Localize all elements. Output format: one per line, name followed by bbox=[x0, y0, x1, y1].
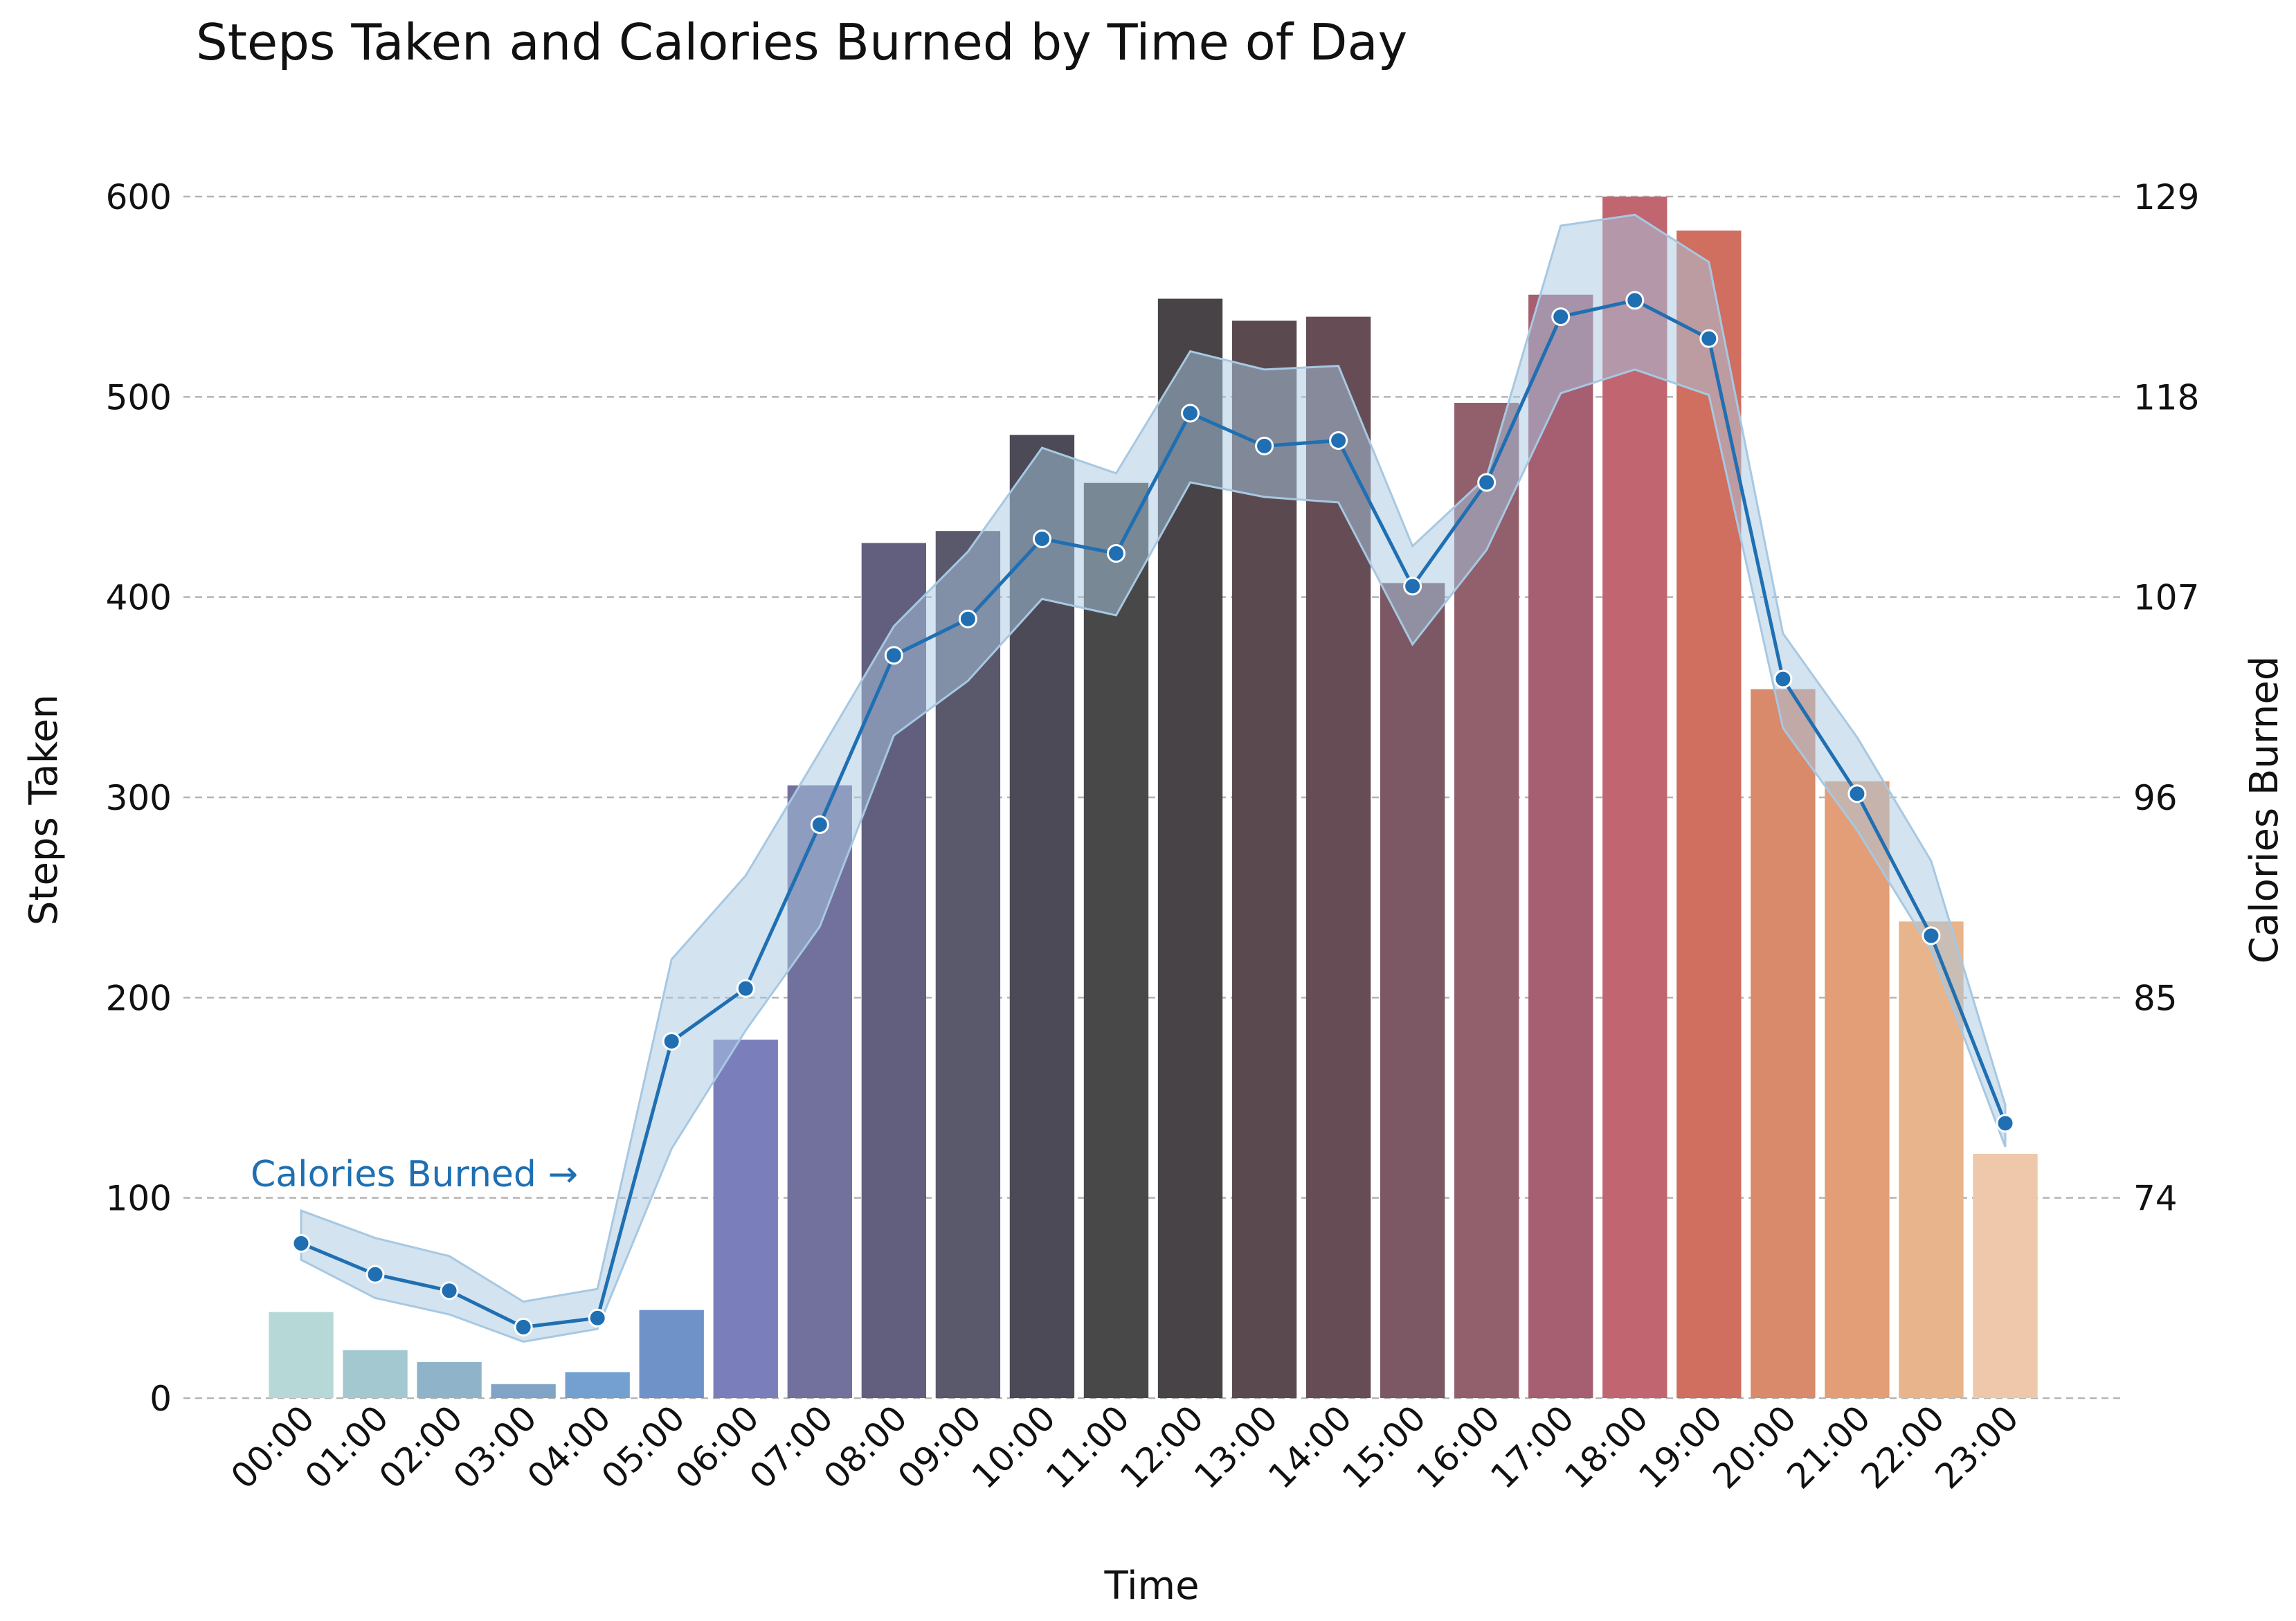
chart-title: Steps Taken and Calories Burned by Time … bbox=[196, 13, 1407, 71]
x-tick-label: 05:00 bbox=[594, 1397, 693, 1496]
calories-point-2100 bbox=[1847, 784, 1867, 804]
x-tick-label: 17:00 bbox=[1483, 1397, 1582, 1496]
calories-point-2000 bbox=[1773, 669, 1793, 689]
calories-point-0500 bbox=[662, 1031, 681, 1051]
x-tick-label: 02:00 bbox=[372, 1397, 471, 1496]
calories-point-1000 bbox=[1032, 529, 1051, 548]
x-tick-label: 22:00 bbox=[1854, 1397, 1953, 1496]
calories-point-1800 bbox=[1625, 291, 1645, 310]
bar-2300 bbox=[1973, 1154, 2038, 1398]
x-axis-ticks: 00:0001:0002:0003:0004:0005:0006:0007:00… bbox=[224, 1397, 2027, 1496]
calories-point-1900 bbox=[1699, 329, 1719, 348]
y-tick-label-left: 600 bbox=[106, 177, 172, 217]
calories-point-0000 bbox=[291, 1233, 311, 1253]
x-tick-label: 19:00 bbox=[1631, 1397, 1730, 1496]
x-tick-label: 12:00 bbox=[1112, 1397, 1211, 1496]
y-tick-label-right: 96 bbox=[2133, 778, 2178, 818]
calories-point-0900 bbox=[958, 609, 977, 628]
bar-2100 bbox=[1825, 781, 1890, 1398]
bar-1300 bbox=[1231, 320, 1297, 1398]
bar-1500 bbox=[1380, 583, 1445, 1398]
line-points-layer bbox=[291, 291, 2015, 1337]
calories-point-2300 bbox=[1996, 1114, 2015, 1133]
calories-point-1300 bbox=[1255, 436, 1274, 455]
bar-1800 bbox=[1602, 197, 1667, 1398]
y-tick-label-right: 118 bbox=[2133, 377, 2199, 417]
bar-0100 bbox=[343, 1350, 408, 1398]
calories-point-0100 bbox=[365, 1265, 385, 1284]
x-tick-label: 13:00 bbox=[1186, 1397, 1285, 1496]
x-tick-label: 10:00 bbox=[964, 1397, 1063, 1496]
x-tick-label: 06:00 bbox=[668, 1397, 767, 1496]
x-tick-label: 07:00 bbox=[742, 1397, 841, 1496]
calories-point-0600 bbox=[736, 979, 755, 998]
x-tick-label: 23:00 bbox=[1928, 1397, 2027, 1496]
x-tick-label: 20:00 bbox=[1705, 1397, 1804, 1496]
bar-0300 bbox=[491, 1384, 556, 1398]
calories-point-1100 bbox=[1106, 544, 1126, 563]
y-tick-label-left: 300 bbox=[106, 778, 172, 818]
calories-point-2200 bbox=[1922, 926, 1941, 945]
y-axis-label-left: Steps Taken bbox=[21, 694, 66, 925]
x-tick-label: 04:00 bbox=[520, 1397, 619, 1496]
x-tick-label: 03:00 bbox=[446, 1397, 545, 1496]
x-tick-label: 08:00 bbox=[816, 1397, 915, 1496]
bar-0200 bbox=[417, 1361, 482, 1398]
y-tick-label-left: 200 bbox=[106, 978, 172, 1018]
x-tick-label: 00:00 bbox=[224, 1397, 323, 1496]
x-axis-label: Time bbox=[1103, 1564, 1199, 1609]
calories-point-0700 bbox=[810, 815, 829, 834]
x-tick-label: 01:00 bbox=[298, 1397, 397, 1496]
calories-point-0800 bbox=[884, 646, 903, 665]
bar-0400 bbox=[565, 1372, 630, 1398]
y-tick-label-left: 500 bbox=[106, 377, 172, 417]
calories-point-1200 bbox=[1181, 404, 1200, 423]
y-tick-label-right: 107 bbox=[2133, 578, 2199, 618]
calories-point-0300 bbox=[514, 1317, 533, 1337]
bar-1700 bbox=[1528, 294, 1593, 1399]
x-tick-label: 18:00 bbox=[1557, 1397, 1656, 1496]
x-tick-label: 21:00 bbox=[1779, 1397, 1878, 1496]
calories-point-0200 bbox=[440, 1281, 459, 1301]
y-tick-label-left: 400 bbox=[106, 578, 172, 618]
y-tick-label-right: 129 bbox=[2133, 177, 2199, 217]
y-tick-label-left: 100 bbox=[106, 1179, 172, 1219]
x-tick-label: 14:00 bbox=[1260, 1397, 1359, 1496]
grid-lines bbox=[183, 195, 2122, 1400]
y-tick-label-right: 74 bbox=[2133, 1179, 2178, 1219]
right-axis: 74 85 96 107 118 129 bbox=[2133, 177, 2199, 1219]
calories-point-0400 bbox=[588, 1308, 607, 1328]
calories-point-1400 bbox=[1329, 431, 1348, 450]
bar-1100 bbox=[1083, 482, 1149, 1399]
x-tick-label: 15:00 bbox=[1335, 1397, 1434, 1496]
bar-2000 bbox=[1751, 689, 1816, 1398]
calories-point-1500 bbox=[1403, 577, 1422, 596]
bar-0000 bbox=[269, 1312, 334, 1398]
bar-0500 bbox=[639, 1310, 704, 1398]
x-tick-label: 16:00 bbox=[1409, 1397, 1508, 1496]
y-tick-label-right: 85 bbox=[2133, 978, 2178, 1018]
calories-annotation: Calories Burned → bbox=[251, 1154, 578, 1195]
calories-confidence-band bbox=[300, 213, 2007, 1343]
x-tick-label: 09:00 bbox=[890, 1397, 989, 1496]
calories-point-1700 bbox=[1551, 307, 1571, 327]
line-series-layer bbox=[300, 298, 2007, 1329]
y-axis-label-right: Calories Burned bbox=[2242, 656, 2287, 964]
left-axis: 0 100 200 300 400 500 600 bbox=[106, 177, 172, 1419]
calories-line bbox=[300, 298, 2007, 1329]
bar-0600 bbox=[713, 1040, 778, 1398]
x-tick-label: 11:00 bbox=[1038, 1397, 1137, 1496]
calories-point-1600 bbox=[1477, 473, 1497, 492]
y-tick-label-left: 0 bbox=[150, 1379, 172, 1419]
confidence-band-layer bbox=[300, 213, 2007, 1343]
